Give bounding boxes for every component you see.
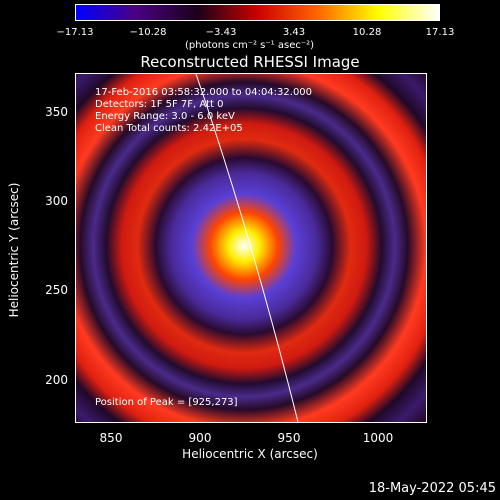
- y-tick-label: 250: [45, 283, 68, 297]
- y-tick-label: 200: [45, 373, 68, 387]
- colorbar-tick: 17.13: [425, 27, 455, 38]
- clean-counts-text: Clean Total counts: 2.42E+05: [95, 123, 243, 134]
- colorbar-tick: −10.28: [129, 27, 167, 38]
- peak-position-text: Position of Peak = [925,273]: [95, 397, 238, 408]
- image-canvas: [76, 74, 426, 422]
- x-tick-label: 900: [188, 431, 212, 445]
- plot-title: Reconstructed RHESSI Image: [140, 53, 360, 71]
- generation-timestamp: 18-May-2022 05:45: [368, 481, 496, 496]
- colorbar-tick: 10.28: [352, 27, 382, 38]
- y-tick-label: 350: [45, 105, 68, 119]
- colorbar-tick: −3.43: [205, 27, 237, 38]
- colorbar-units: (photons cm⁻² s⁻¹ asec⁻²): [185, 40, 315, 51]
- colorbar-tick: −17.13: [56, 27, 94, 38]
- x-tick-label: 850: [99, 431, 123, 445]
- x-tick-label: 1000: [362, 431, 394, 445]
- y-tick-label: 300: [45, 194, 68, 208]
- time-range-text: 17-Feb-2016 03:58:32.000 to 04:04:32.000: [95, 87, 313, 98]
- colorbar: [75, 4, 440, 21]
- x-axis-label: Heliocentric X (arcsec): [182, 447, 318, 461]
- colorbar-tick: 3.43: [282, 27, 306, 38]
- image-plot: [75, 73, 427, 423]
- energy-range-text: Energy Range: 3.0 - 6.0 keV: [95, 111, 235, 122]
- x-tick-label: 950: [277, 431, 301, 445]
- solar-limb-line: [195, 74, 299, 422]
- y-axis-label: Heliocentric Y (arcsec): [7, 182, 21, 318]
- detectors-text: Detectors: 1F 5F 7F, Att 0: [95, 99, 224, 110]
